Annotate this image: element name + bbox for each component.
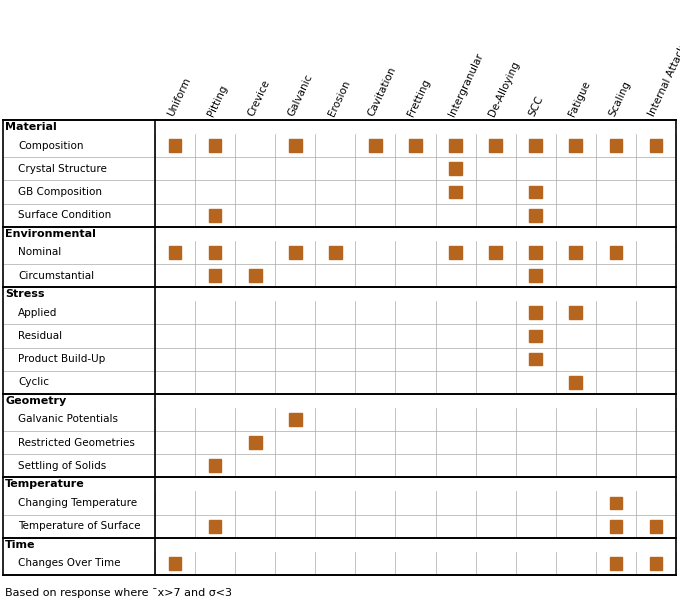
Text: Settling of Solids: Settling of Solids xyxy=(18,461,106,471)
Bar xyxy=(369,139,381,152)
Bar xyxy=(209,269,222,282)
Bar xyxy=(409,139,422,152)
Text: Uniform: Uniform xyxy=(166,76,192,118)
Text: Crevice: Crevice xyxy=(246,78,272,118)
Bar xyxy=(289,139,302,152)
Text: Surface Condition: Surface Condition xyxy=(18,210,112,220)
Bar xyxy=(169,557,182,569)
Bar xyxy=(649,557,662,569)
Text: Galvanic Potentials: Galvanic Potentials xyxy=(18,414,118,424)
Bar xyxy=(529,246,542,259)
Text: GB Composition: GB Composition xyxy=(18,187,102,197)
Bar xyxy=(449,162,462,175)
Text: Circumstantial: Circumstantial xyxy=(18,270,94,281)
Text: Intergranular: Intergranular xyxy=(447,51,485,118)
Bar xyxy=(449,246,462,259)
Bar xyxy=(569,139,582,152)
Text: De-Alloying: De-Alloying xyxy=(487,59,521,118)
Text: Product Build-Up: Product Build-Up xyxy=(18,354,105,364)
Text: Changes Over Time: Changes Over Time xyxy=(18,558,120,568)
Bar xyxy=(490,139,502,152)
Bar xyxy=(209,520,222,533)
Bar xyxy=(609,520,622,533)
Text: Residual: Residual xyxy=(18,331,62,341)
Bar xyxy=(209,139,222,152)
Text: Composition: Composition xyxy=(18,140,84,151)
Text: Cavitation: Cavitation xyxy=(367,66,398,118)
Text: Stress: Stress xyxy=(5,289,44,299)
Text: Environmental: Environmental xyxy=(5,229,96,238)
Bar xyxy=(529,186,542,199)
Bar xyxy=(209,460,222,472)
Text: Scaling: Scaling xyxy=(607,79,632,118)
Bar xyxy=(609,497,622,509)
Bar xyxy=(449,139,462,152)
Bar xyxy=(649,139,662,152)
Text: Nominal: Nominal xyxy=(18,247,61,257)
Text: Time: Time xyxy=(5,540,35,550)
Bar xyxy=(529,209,542,221)
Bar xyxy=(529,330,542,342)
Text: Fatigue: Fatigue xyxy=(566,79,592,118)
Bar xyxy=(529,139,542,152)
Bar xyxy=(529,306,542,319)
Bar xyxy=(569,376,582,389)
Text: Fretting: Fretting xyxy=(407,77,432,118)
Bar xyxy=(490,246,502,259)
Bar xyxy=(209,209,222,221)
Text: Crystal Structure: Crystal Structure xyxy=(18,164,107,173)
Bar xyxy=(289,413,302,426)
Bar xyxy=(249,269,262,282)
Bar xyxy=(249,436,262,449)
Text: Based on response where ¯x>7 and σ<3: Based on response where ¯x>7 and σ<3 xyxy=(5,588,232,598)
Bar xyxy=(529,269,542,282)
Bar xyxy=(609,557,622,569)
Bar xyxy=(329,246,342,259)
Text: SCC: SCC xyxy=(527,94,545,118)
Text: Material: Material xyxy=(5,122,56,132)
Text: Erosion: Erosion xyxy=(326,79,352,118)
Bar xyxy=(649,520,662,533)
Bar xyxy=(529,352,542,365)
Bar xyxy=(209,246,222,259)
Text: Galvanic: Galvanic xyxy=(286,73,314,118)
Text: Temperature: Temperature xyxy=(5,479,85,489)
Bar xyxy=(569,306,582,319)
Bar xyxy=(609,246,622,259)
Text: Pitting: Pitting xyxy=(206,83,229,118)
Text: Restricted Geometries: Restricted Geometries xyxy=(18,438,135,447)
Text: Changing Temperature: Changing Temperature xyxy=(18,498,137,508)
Text: Internal Attack: Internal Attack xyxy=(647,44,680,118)
Bar xyxy=(569,246,582,259)
Bar xyxy=(449,186,462,199)
Text: Cyclic: Cyclic xyxy=(18,377,49,387)
Text: Geometry: Geometry xyxy=(5,396,66,406)
Bar xyxy=(609,139,622,152)
Bar xyxy=(169,246,182,259)
Bar xyxy=(289,246,302,259)
Bar xyxy=(169,139,182,152)
Text: Temperature of Surface: Temperature of Surface xyxy=(18,521,141,531)
Text: Applied: Applied xyxy=(18,308,57,318)
